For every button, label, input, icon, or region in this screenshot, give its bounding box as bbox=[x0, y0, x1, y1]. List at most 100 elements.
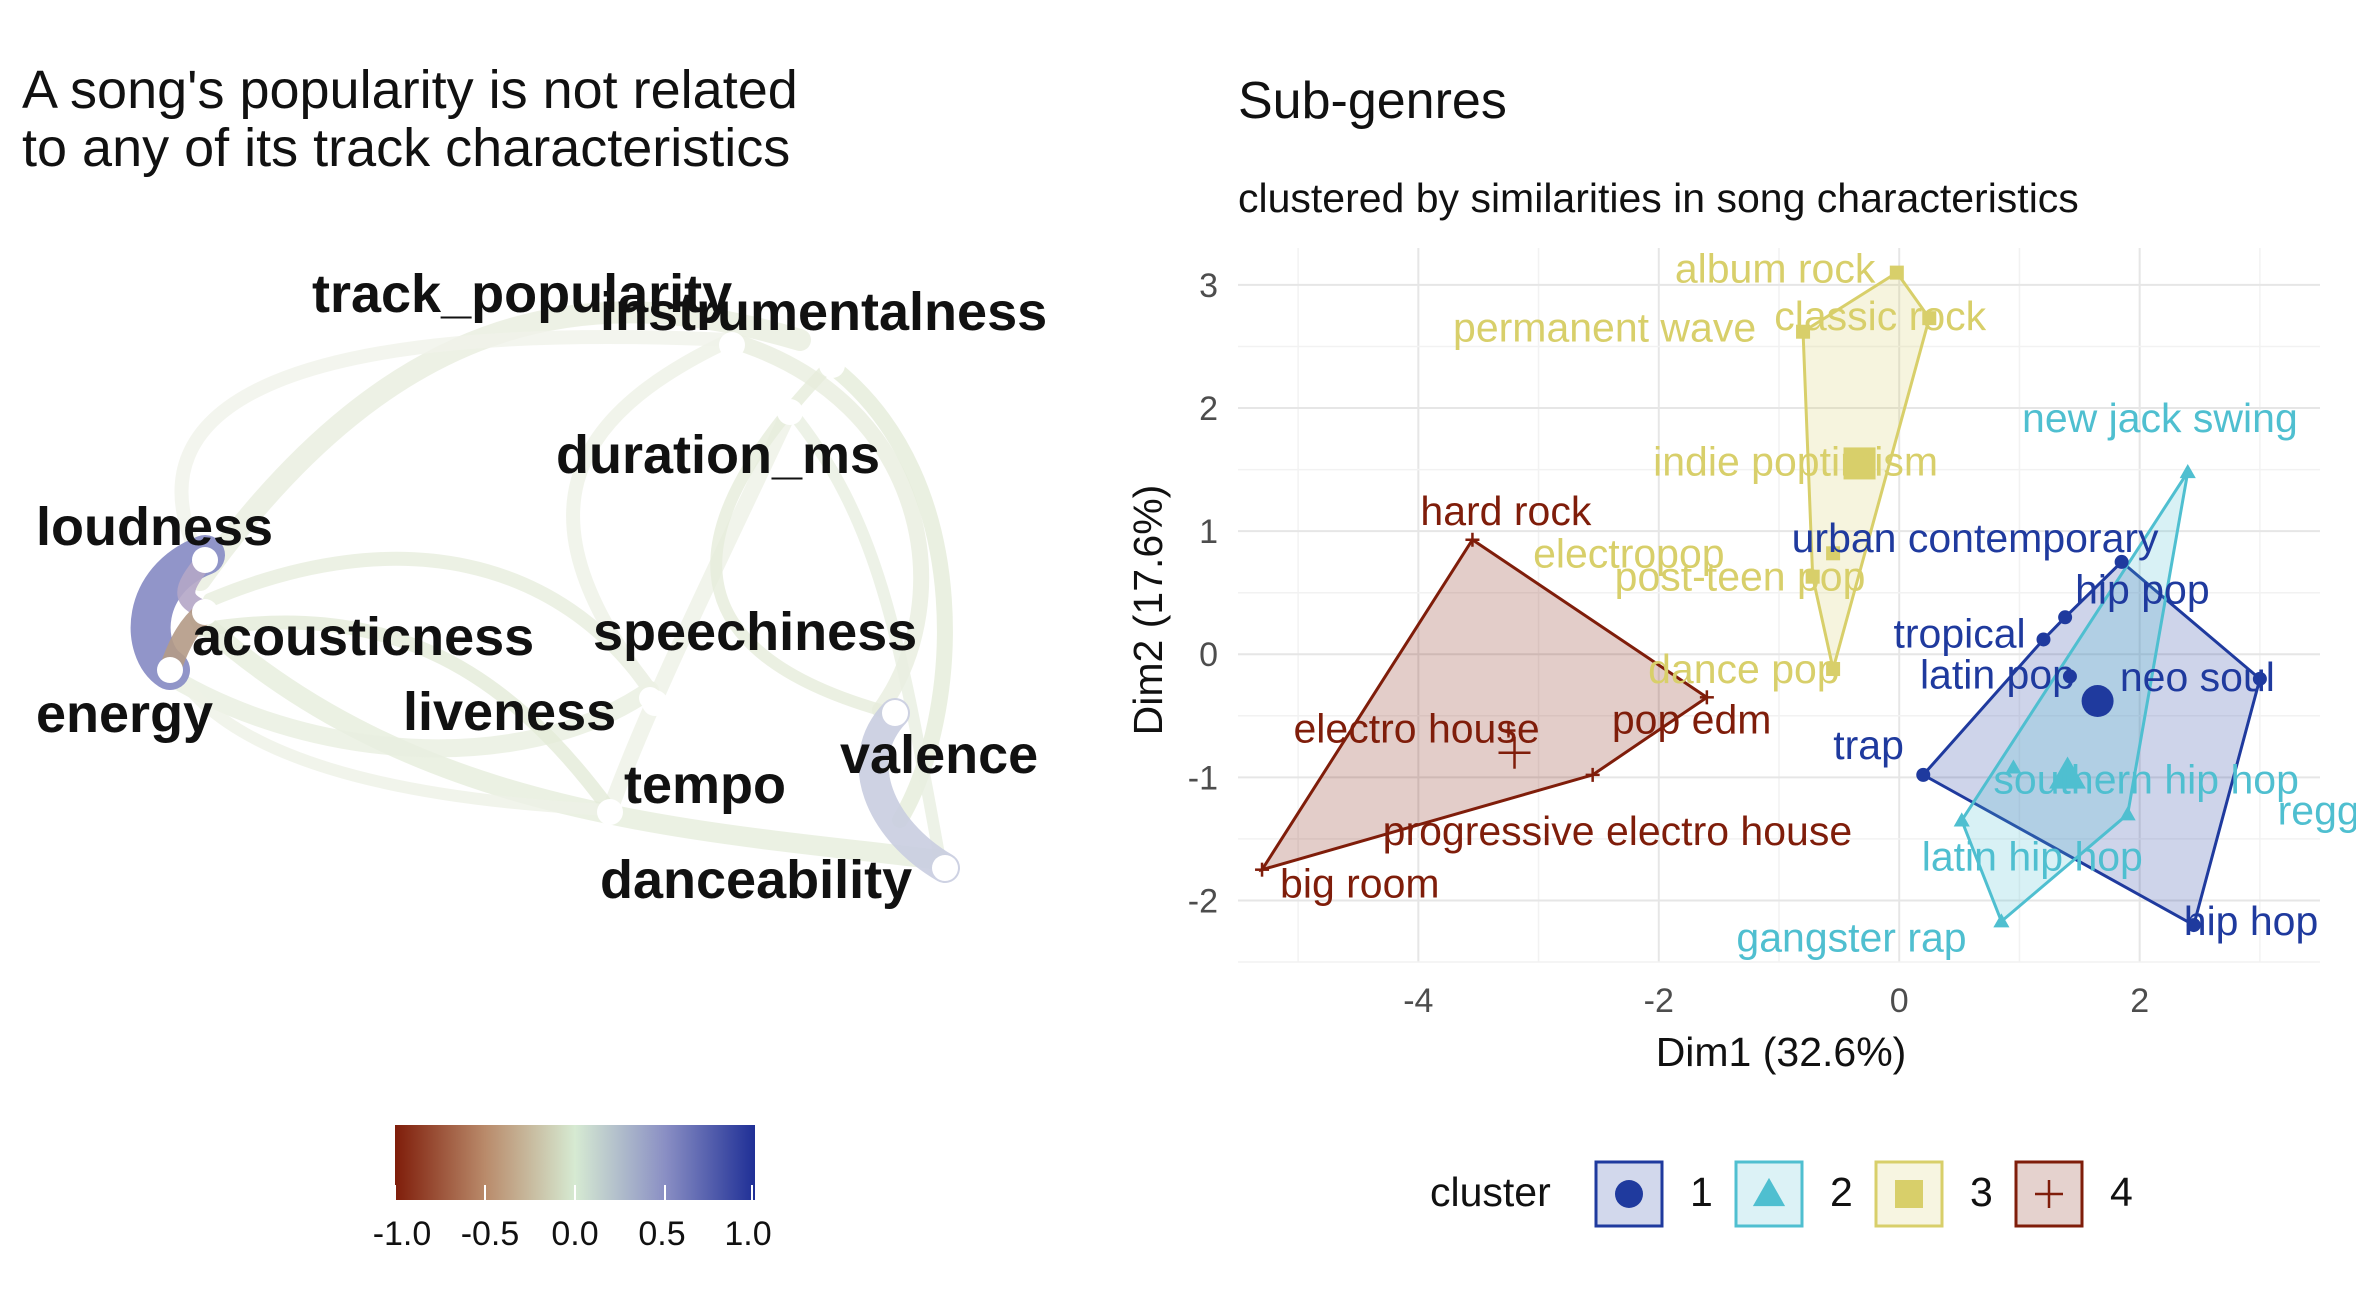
edge bbox=[193, 615, 617, 817]
colorbar-tick-label: 0.0 bbox=[551, 1215, 598, 1253]
data-point bbox=[1922, 311, 1937, 326]
x-tick-label: -2 bbox=[1644, 982, 1674, 1020]
y-tick-label: 1 bbox=[1199, 513, 1218, 551]
node-label-energy: energy bbox=[36, 684, 213, 744]
data-point bbox=[1796, 324, 1811, 339]
data-point bbox=[1501, 723, 1516, 738]
colorbar-tick-label: -0.5 bbox=[461, 1215, 520, 1253]
point-label: hip hop bbox=[2184, 898, 2319, 944]
data-point bbox=[1826, 662, 1841, 677]
node-point-energy bbox=[157, 657, 183, 683]
point-label: latin pop bbox=[1920, 651, 2075, 697]
edge-loudness-energy bbox=[130, 535, 225, 690]
point-label: urban contemporary bbox=[1792, 515, 2159, 561]
data-point bbox=[1255, 862, 1270, 877]
y-tick-label: 0 bbox=[1199, 636, 1218, 674]
point-label: gangster rap bbox=[1736, 914, 1966, 960]
point-label: hard rock bbox=[1420, 488, 1591, 534]
edge bbox=[174, 329, 737, 567]
data-point bbox=[2179, 463, 2196, 479]
data-point bbox=[2114, 554, 2129, 569]
colorbar-ticks: -1.0 -0.5 0.0 0.5 1.0 bbox=[373, 1185, 772, 1253]
node-point-acousticness bbox=[192, 599, 218, 625]
cluster-hull-1 bbox=[1920, 559, 2262, 928]
point-label: tropical bbox=[1893, 610, 2025, 656]
node-label-danceability: danceability bbox=[600, 850, 912, 910]
data-point bbox=[1889, 265, 1904, 280]
x-tick-label: 2 bbox=[2130, 982, 2149, 1020]
legend-key-3 bbox=[1874, 1160, 1944, 1228]
edge bbox=[710, 359, 886, 716]
legend-marker-4 bbox=[2035, 1180, 2063, 1208]
point-label: reggaeton bbox=[2278, 787, 2356, 833]
point-label: post-teen pop bbox=[1615, 554, 1866, 600]
colorbar-tick-label: -1.0 bbox=[373, 1215, 432, 1253]
point-label: permanent wave bbox=[1453, 305, 1756, 351]
point-label: hip pop bbox=[2075, 566, 2210, 612]
x-axis-title: Dim1 (32.6%) bbox=[1656, 1029, 1907, 1075]
point-label: progressive electro house bbox=[1383, 808, 1852, 854]
legend-label: 1 bbox=[1690, 1169, 1713, 1215]
point-label: dance pop bbox=[1648, 646, 1840, 692]
node-label-loudness: loudness bbox=[36, 497, 273, 557]
edge bbox=[602, 402, 798, 818]
point-label: electropop bbox=[1533, 530, 1724, 576]
edge bbox=[189, 301, 811, 591]
cluster-hulls bbox=[1258, 270, 2262, 928]
data-point bbox=[2005, 759, 2022, 774]
chart-title: Sub-genres bbox=[1238, 72, 1507, 130]
legend-key-2 bbox=[1734, 1160, 1804, 1228]
cluster-centroid-3 bbox=[1843, 447, 1876, 480]
cluster-points bbox=[1255, 265, 2267, 933]
node-point-duration-ms bbox=[777, 399, 803, 425]
point-label: electro house bbox=[1294, 706, 1540, 752]
node-point-tempo bbox=[597, 799, 623, 825]
data-point bbox=[1826, 546, 1841, 561]
data-point bbox=[1805, 569, 1820, 584]
colorbar-tick-label: 1.0 bbox=[724, 1215, 771, 1253]
data-point bbox=[2186, 918, 2201, 933]
y-tick-label: -2 bbox=[1188, 882, 1218, 920]
edge bbox=[151, 661, 659, 758]
node-label-tempo: tempo bbox=[624, 755, 786, 815]
node-label-acousticness: acousticness bbox=[192, 607, 534, 667]
edge-valence-danceability bbox=[858, 698, 960, 883]
data-point bbox=[2119, 806, 2136, 821]
legend-title: cluster bbox=[1430, 1169, 1551, 1215]
y-tick-label: 2 bbox=[1199, 390, 1218, 428]
y-tick-label: 3 bbox=[1199, 267, 1218, 305]
node-label-speechiness: speechiness bbox=[593, 602, 917, 662]
legend-label: 4 bbox=[2110, 1169, 2133, 1215]
point-label: new jack swing bbox=[2022, 395, 2298, 441]
legend-marker-2 bbox=[1752, 1177, 1786, 1207]
axis-ticks: -4 -2 0 2 -2 -1 0 1 2 3 bbox=[1188, 267, 2149, 1020]
node-point-instrumentalness bbox=[819, 352, 845, 378]
left-title-line1: A song's popularity is not related bbox=[22, 60, 798, 120]
colorbar-tick-label: 0.5 bbox=[638, 1215, 685, 1253]
node-label-duration-ms: duration_ms bbox=[556, 425, 880, 485]
node-point-valence bbox=[882, 700, 908, 726]
cluster-hull-4 bbox=[1258, 537, 1710, 873]
point-labels: urban contemporary hip pop neo soul tropica… bbox=[1280, 246, 2356, 961]
legend-label: 3 bbox=[1970, 1169, 1993, 1215]
cluster-centroid-2 bbox=[2049, 756, 2086, 789]
chart-subtitle: clustered by similarities in song charac… bbox=[1238, 175, 2079, 221]
data-point bbox=[2062, 669, 2077, 684]
data-point bbox=[2058, 610, 2073, 625]
data-point bbox=[1465, 532, 1480, 547]
point-label: southern hip hop bbox=[1993, 756, 2298, 802]
legend-marker-1 bbox=[1615, 1180, 1643, 1208]
cluster-centroid-1 bbox=[2081, 685, 2114, 718]
cluster-centroid-4 bbox=[1498, 736, 1531, 769]
data-point bbox=[1585, 767, 1600, 782]
data-point bbox=[1856, 456, 1871, 471]
data-point bbox=[1699, 690, 1714, 705]
edge bbox=[164, 654, 616, 816]
node-label-valence: valence bbox=[840, 725, 1038, 785]
x-tick-label: 0 bbox=[1890, 982, 1909, 1020]
x-tick-label: -4 bbox=[1403, 982, 1433, 1020]
edge bbox=[566, 333, 737, 697]
cluster-hull-3 bbox=[1801, 270, 1931, 670]
data-point bbox=[1993, 913, 2010, 928]
